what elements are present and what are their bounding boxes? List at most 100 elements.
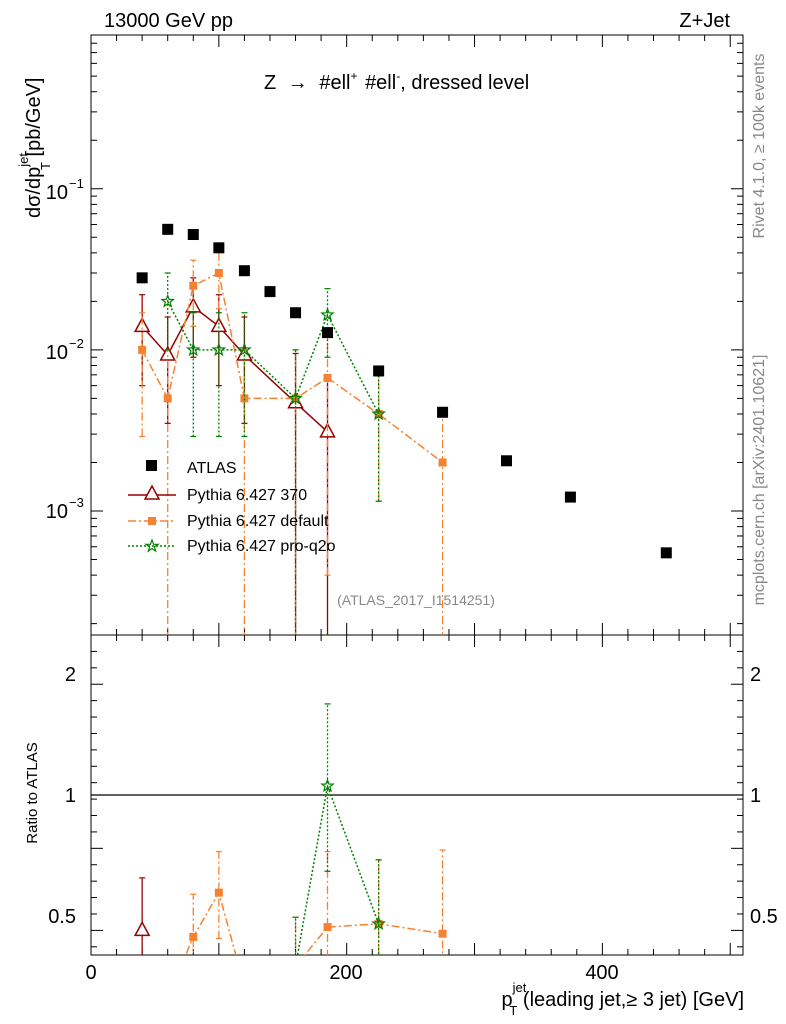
main-series-group [133, 223, 672, 635]
data-point [320, 307, 335, 322]
x-axis-title: pjet T (leading jet,≥ 3 jet) [GeV] [502, 980, 744, 1018]
data-point [290, 307, 302, 319]
data-point [160, 293, 176, 308]
ratio-y-axis-title: Ratio to ATLAS [24, 742, 41, 843]
analysis-tag: (ATLAS_2017_I1514251) [337, 592, 495, 608]
data-point [660, 547, 672, 559]
ratio-tick-label-right-2: 2 [750, 664, 761, 686]
data-point [564, 491, 576, 503]
y-tick-label-1e-3: 10 −3 [46, 495, 84, 523]
data-point [500, 455, 512, 467]
ratio-tick-label-0.5: 0.5 [48, 906, 76, 928]
data-point [189, 932, 198, 941]
data-point [189, 281, 198, 290]
x-tick-label-400: 400 [585, 962, 618, 984]
data-point [211, 342, 227, 357]
rivet-version-label: Rivet 4.1.0, ≥ 100k events [751, 54, 768, 239]
data-point [214, 269, 223, 278]
title-lepton-1-sup: + [350, 69, 357, 83]
mcplots-label: mcplots.cern.ch [arXiv:2401.10621] [751, 355, 768, 606]
x-tick-label-0: 0 [85, 962, 96, 984]
data-point [264, 286, 276, 298]
data-point [159, 345, 176, 361]
process-label: Z+Jet [679, 10, 730, 32]
ratio-tick-label-2: 2 [65, 664, 76, 686]
data-point [374, 409, 383, 418]
data-point [288, 390, 303, 405]
legend: ATLAS Pythia 6.427 370 Pythia 6.427 defa… [128, 460, 336, 555]
x-axis-sup: jet [512, 980, 527, 995]
y-axis-rest: [pb/GeV] [23, 78, 45, 163]
data-point [320, 778, 335, 793]
title-lepton-2: #ell [365, 72, 396, 94]
series-atlas [136, 223, 672, 559]
ratio-tick-label-1: 1 [65, 785, 76, 807]
y-axis-sub: T [38, 162, 53, 170]
y-tick-exp: −2 [69, 336, 84, 351]
data-point [240, 982, 248, 990]
axis-ticks [90, 34, 743, 955]
chart-title: Z → #ell+ #ell-, dressed level [264, 63, 529, 94]
data-point [133, 920, 151, 937]
data-point [136, 272, 148, 284]
data-point [162, 223, 174, 235]
series-line [141, 271, 444, 464]
ratio-series-group [133, 703, 447, 1002]
data-point [163, 394, 172, 403]
data-point [374, 919, 383, 928]
title-lepton-2-sup: - [396, 69, 400, 83]
legend-label: ATLAS [187, 460, 237, 477]
data-point [214, 888, 223, 897]
y-axis-base: dσ/dp [23, 167, 45, 218]
y-tick-base: 10 [46, 182, 68, 204]
data-point [323, 923, 332, 932]
data-point [438, 458, 447, 467]
y-axis-sup: jet [16, 153, 31, 168]
ratio-series-pythia-6-427-pro-q2o [292, 703, 387, 955]
y-tick-base: 10 [46, 342, 68, 364]
ratio-tick-label-right-0.5: 0.5 [750, 906, 778, 928]
legend-marker-square [148, 517, 156, 525]
title-lepton-1: #ell [319, 72, 350, 94]
data-point [185, 342, 201, 357]
data-point [164, 994, 172, 1002]
ratio-tick-label-right-1: 1 [750, 785, 761, 807]
legend-entry-atlas: ATLAS [146, 460, 237, 477]
y-axis-title: dσ/dpjet T [pb/GeV] [16, 78, 53, 218]
y-tick-base: 10 [46, 501, 68, 523]
data-point [138, 345, 147, 354]
legend-label: Pythia 6.427 370 [187, 487, 307, 504]
x-axis-base: p [502, 989, 513, 1011]
data-point [238, 265, 250, 277]
legend-entry-pythia-370: Pythia 6.427 370 [128, 484, 307, 504]
legend-marker-square [146, 460, 157, 471]
data-point [323, 373, 332, 382]
y-tick-exp: −1 [69, 176, 84, 191]
data-point [373, 365, 385, 377]
data-point [371, 916, 387, 931]
title-suffix: , dressed level [400, 72, 529, 94]
legend-marker-triangle [143, 484, 161, 500]
x-axis-rest: (leading jet,≥ 3 jet) [GeV] [517, 989, 744, 1011]
data-point [133, 316, 151, 333]
ratio-series-pythia-6-427-370 [133, 877, 151, 955]
legend-marker-star [144, 538, 160, 553]
data-point [237, 342, 252, 357]
title-prefix: Z [264, 72, 276, 94]
ratio-series-pythia-6-427-default [164, 849, 447, 1002]
y-tick-exp: −3 [69, 495, 84, 510]
data-point [437, 406, 449, 418]
series-pythia-6-427-pro-q2o [160, 272, 387, 635]
data-point [371, 406, 387, 421]
data-point [187, 229, 199, 241]
series-line [141, 305, 329, 433]
x-tick-label-200: 200 [329, 962, 362, 984]
data-point [322, 327, 334, 339]
legend-entry-pythia-default: Pythia 6.427 default [128, 513, 329, 530]
legend-label: Pythia 6.427 pro-q2o [187, 538, 336, 555]
data-point [240, 394, 249, 403]
data-point [292, 962, 300, 970]
energy-label: 13000 GeV pp [104, 10, 233, 32]
series-line [184, 890, 443, 955]
